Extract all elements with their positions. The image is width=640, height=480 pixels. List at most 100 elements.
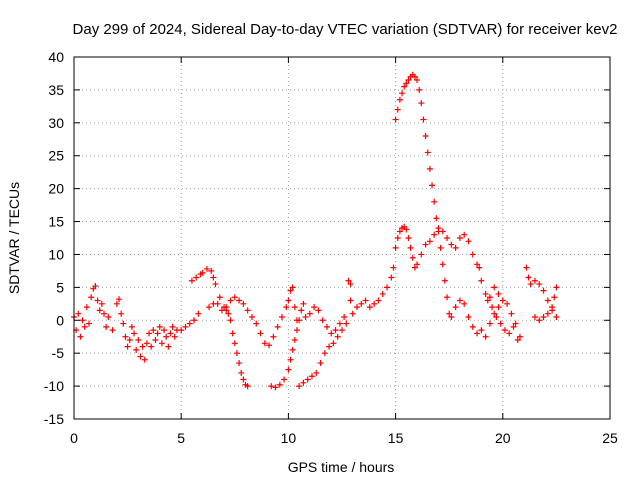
data-point [287,287,294,294]
data-point [113,300,120,307]
data-point [414,77,421,84]
data-point [118,310,125,317]
data-point [167,330,174,337]
data-point [313,369,320,376]
data-point [94,297,101,304]
data-point [456,235,463,241]
data-point [133,346,140,353]
data-point [236,297,243,304]
data-point [407,244,414,251]
data-point [191,317,198,324]
data-point [163,333,170,340]
data-point [88,294,95,301]
data-point [278,313,285,320]
plot-frame [73,56,611,420]
data-point [283,304,290,311]
data-point [281,376,288,383]
data-point [544,310,551,317]
data-point [452,304,459,311]
data-point [343,320,350,327]
data-point [212,281,219,288]
data-point [452,244,459,251]
data-point [77,333,84,340]
data-point [137,353,144,360]
data-point [83,304,90,311]
data-point [319,317,326,324]
data-point [510,323,517,330]
data-point [214,300,221,307]
data-point [92,283,99,290]
data-point [497,320,504,327]
data-point [491,310,498,317]
data-point [439,261,446,268]
data-point [276,381,283,388]
data-point [347,297,354,304]
data-point [484,297,491,304]
data-point [253,320,260,327]
data-point [495,290,502,297]
y-tick-label: -10 [44,378,64,394]
data-point [178,327,185,334]
data-point [504,300,511,307]
data-point [289,284,296,291]
data-point [388,274,395,281]
y-axis-label: SDTVAR / TECUs [6,182,22,294]
data-point [302,313,309,320]
x-tick-label: 0 [70,430,78,446]
data-point [315,307,322,314]
data-point [493,313,500,320]
data-point [347,281,354,288]
data-point [456,297,463,304]
data-point [225,310,232,317]
data-point [79,317,86,324]
data-point [405,235,412,241]
data-point [96,307,103,314]
y-tick-label: 10 [48,246,64,262]
data-point [399,90,406,97]
data-point [390,264,397,271]
data-point [152,337,159,344]
data-point [287,356,294,363]
data-point [291,337,298,344]
x-tick-label: 5 [177,430,185,446]
data-point [274,323,281,330]
data-point [293,327,300,334]
data-point [296,317,303,324]
data-point [199,269,206,276]
chart-title: Day 299 of 2024, Sidereal Day-to-day VTE… [73,21,618,38]
data-point [375,297,382,304]
data-point [261,340,268,347]
data-point [139,343,146,350]
data-point [306,310,313,317]
data-point [474,261,481,268]
data-point [366,304,373,311]
data-point [161,327,168,334]
data-point [227,317,234,324]
data-point [478,277,485,284]
data-point [396,96,403,103]
data-point [418,100,425,107]
data-point [435,228,442,235]
data-point [285,366,292,373]
x-axis-label: GPS time / hours [288,459,395,475]
data-point [332,327,339,334]
data-point [508,310,515,317]
data-point [392,116,399,123]
data-point [553,284,560,291]
data-point [414,261,421,268]
data-point [411,264,418,271]
data-point [86,320,93,327]
data-point [321,350,328,357]
data-point [326,343,333,350]
data-point [536,317,543,324]
data-point [81,323,88,330]
data-point [461,231,468,238]
y-tick-label: 20 [48,181,64,197]
data-point [420,116,427,123]
data-point [182,323,189,330]
data-point [446,310,453,317]
data-point [482,290,489,297]
data-point [128,323,135,330]
data-point [424,149,431,156]
data-point [257,330,264,337]
